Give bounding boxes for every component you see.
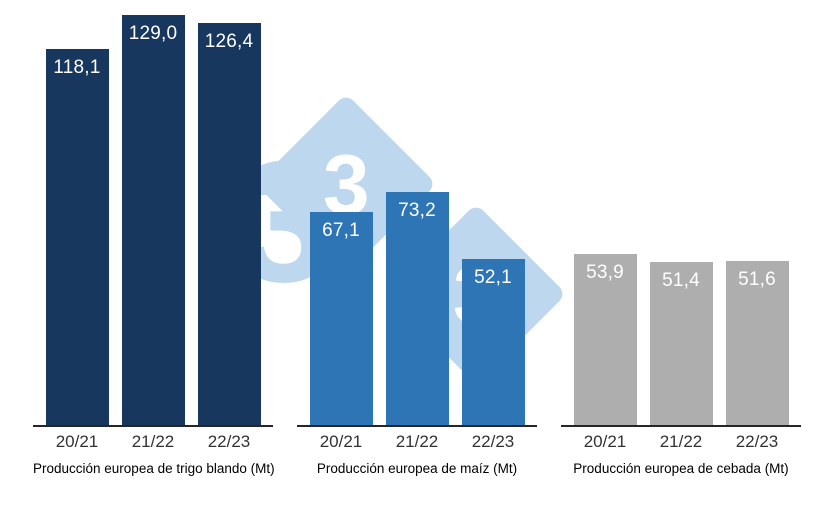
- bar-value-label: 67,1: [322, 220, 360, 241]
- bar-value-label: 118,1: [53, 57, 101, 78]
- bar-cebada-21-22: 51,4: [649, 262, 713, 425]
- x-tick-row: 20/21 21/22 22/23: [561, 432, 801, 452]
- x-tick-label: 22/23: [471, 432, 515, 451]
- bar-maiz-21-22: 73,2: [385, 192, 449, 425]
- x-tick-label: 21/22: [659, 432, 703, 451]
- bar-maiz-22-23: 52,1: [461, 259, 525, 425]
- x-axis-line: [33, 425, 273, 427]
- x-tick-row: 20/21 21/22 22/23: [297, 432, 537, 452]
- x-tick-label: 22/23: [207, 432, 251, 451]
- chart-title: Producción europea de maíz (Mt): [316, 461, 518, 476]
- bar-trigo-21-22: 129,0: [121, 15, 185, 425]
- x-tick-label: 21/22: [131, 432, 175, 451]
- bar-value-label: 129,0: [128, 23, 178, 44]
- bar-trigo-22-23: 126,4: [197, 23, 261, 425]
- chart-group-trigo-blando: 118,1 129,0 126,4 20/21 21/22 22/23 Prod…: [33, 13, 275, 476]
- bar-value-label: 51,6: [738, 269, 776, 290]
- chart-group-cebada: 53,9 51,4 51,6 20/21 21/22 22/23 Producc…: [561, 13, 801, 476]
- bar-maiz-20-21: 67,1: [309, 212, 373, 425]
- x-axis-line: [561, 425, 801, 427]
- bar-cebada-20-21: 53,9: [573, 254, 637, 425]
- chart-title: Producción europea de trigo blando (Mt): [33, 461, 275, 476]
- x-tick-label: 20/21: [55, 432, 99, 451]
- x-tick-row: 20/21 21/22 22/23: [33, 432, 273, 452]
- chart-title: Producción europea de cebada (Mt): [573, 461, 789, 476]
- bar-value-label: 53,9: [586, 262, 624, 283]
- x-tick-label: 20/21: [583, 432, 627, 451]
- plot-area: 67,1 73,2 52,1: [297, 13, 537, 425]
- plot-area: 53,9 51,4 51,6: [561, 13, 801, 425]
- x-tick-label: 21/22: [395, 432, 439, 451]
- bar-value-label: 126,4: [204, 31, 254, 52]
- bar-value-label: 51,4: [662, 270, 700, 291]
- bar-trigo-20-21: 118,1: [45, 49, 109, 425]
- bar-value-label: 73,2: [398, 200, 436, 221]
- bar-value-label: 52,1: [474, 267, 512, 288]
- x-tick-label: 20/21: [319, 432, 363, 451]
- bar-cebada-22-23: 51,6: [725, 261, 789, 425]
- x-tick-label: 22/23: [735, 432, 779, 451]
- chart-group-maiz: 67,1 73,2 52,1 20/21 21/22 22/23 Producc…: [297, 13, 537, 476]
- x-axis-line: [297, 425, 537, 427]
- plot-area: 118,1 129,0 126,4: [33, 13, 273, 425]
